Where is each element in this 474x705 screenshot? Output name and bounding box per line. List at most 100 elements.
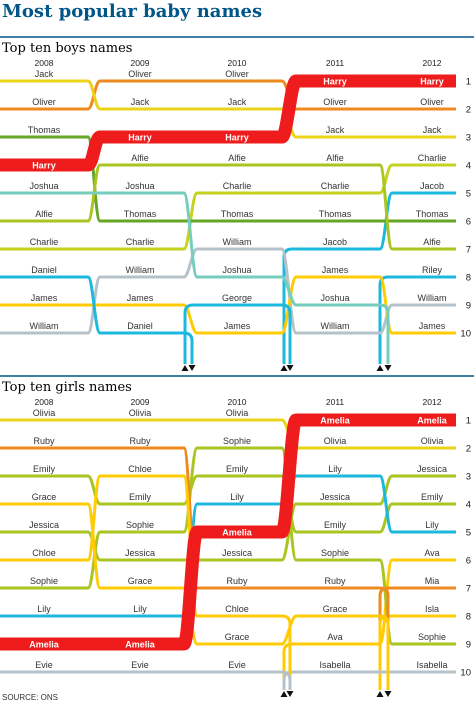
panel-1-label-oliver-2009: Oliver: [128, 69, 152, 79]
panel-2-label-olivia-2009: Olivia: [129, 408, 152, 418]
panel-2-label-emily-2010: Emily: [226, 464, 248, 474]
panel-1-label-jack-2012: Jack: [423, 125, 442, 135]
panel-1-title: Top ten boys names: [2, 41, 132, 56]
panel-1-rank-8: 8: [466, 273, 471, 284]
panel-2-label-olivia-2012: Olivia: [421, 436, 444, 446]
panel-1-label-harry-2012: Harry: [420, 77, 444, 87]
panel-1-label-william-2009: William: [126, 265, 155, 275]
chart-title: Most popular baby names: [2, 1, 263, 22]
panel-2-label-grace-2009: Grace: [128, 576, 153, 586]
panel-1-rank-9: 9: [466, 301, 471, 312]
panel-2-label-jessica-2008: Jessica: [29, 520, 59, 530]
panel-1-year-2010: 2010: [228, 58, 247, 68]
panel-1-label-oliver-2008: Oliver: [32, 97, 56, 107]
panel-1-label-joshua-2008: Joshua: [29, 181, 58, 191]
panel-2-arrow-down: [384, 691, 392, 697]
panel-1-line-alfie: [0, 163, 456, 251]
panel-1-label-joshua-2009: Joshua: [125, 181, 154, 191]
panel-2-label-sophie-2012: Sophie: [418, 632, 446, 642]
panel-2-line-amelia: [0, 413, 456, 651]
panel-2-label-olivia-2008: Olivia: [33, 408, 56, 418]
panel-1-year-2012: 2012: [423, 58, 442, 68]
panel-1-rank-1: 1: [466, 77, 471, 88]
panel-1-label-daniel-2009: Daniel: [127, 321, 153, 331]
panel-1-label-jack-2010: Jack: [228, 97, 247, 107]
panel-1-label-charlie-2012: Charlie: [418, 153, 447, 163]
panel-1-line-oliver: [0, 79, 456, 111]
panel-1-label-riley-2012: Riley: [422, 265, 443, 275]
panel-2-label-ruby-2011: Ruby: [324, 576, 346, 586]
panel-2-label-sophie-2009: Sophie: [126, 520, 154, 530]
panel-2-line-mia: [378, 586, 456, 690]
panel-1-year-2011: 2011: [326, 58, 345, 68]
panel-2-rank-5: 5: [466, 528, 471, 539]
panel-2-year-2012: 2012: [423, 397, 442, 407]
panel-1-label-harry-2011: Harry: [323, 77, 347, 87]
panel-2-label-ruby-2008: Ruby: [33, 436, 55, 446]
panel-1-label-james-2010: James: [224, 321, 251, 331]
panel-1-arrow-down: [286, 365, 294, 371]
panel-2-label-amelia-2011: Amelia: [320, 416, 351, 426]
panel-1-label-james-2008: James: [31, 293, 58, 303]
panel-1-label-james-2011: James: [322, 265, 349, 275]
panel-2-label-lily-2010: Lily: [230, 492, 244, 502]
panel-1-label-alfie-2012: Alfie: [423, 237, 441, 247]
panel-1-label-joshua-2010: Joshua: [222, 265, 251, 275]
panel-1-arrow-up: [376, 365, 384, 371]
panel-2-label-grace-2011: Grace: [323, 604, 348, 614]
panel-1-line-william: [0, 247, 456, 335]
panel-2-year-2010: 2010: [228, 397, 247, 407]
panel-2-line-sophie: [0, 446, 456, 646]
panel-2-label-grace-2008: Grace: [32, 492, 57, 502]
panel-1-label-jacob-2011: Jacob: [323, 237, 347, 247]
panel-1-label-william-2012: William: [418, 293, 447, 303]
panel-2-label-ava-2011: Ava: [327, 632, 342, 642]
panel-2-line-chloe: [0, 474, 292, 690]
panel-1-year-2008: 2008: [35, 58, 54, 68]
panel-1-label-william-2008: William: [30, 321, 59, 331]
panel-2-label-emily-2009: Emily: [129, 492, 151, 502]
panel-1-line-george: [183, 303, 292, 364]
source-note: SOURCE: ONS: [2, 693, 59, 702]
panel-1-label-alfie-2010: Alfie: [228, 153, 246, 163]
panel-2-label-amelia-2012: Amelia: [417, 416, 448, 426]
panel-2-label-isabella-2012: Isabella: [416, 660, 447, 670]
panel-1-label-alfie-2011: Alfie: [326, 153, 344, 163]
panel-2-year-2009: 2009: [131, 397, 150, 407]
panel-1-line-joshua: [0, 191, 390, 364]
panel-2-year-2008: 2008: [35, 397, 54, 407]
panel-1-line-daniel: [0, 275, 194, 364]
panel-1-label-alfie-2009: Alfie: [131, 153, 149, 163]
panel-1-rank-10: 10: [460, 329, 471, 340]
panel-2-title: Top ten girls names: [2, 380, 132, 395]
panel-2-year-2011: 2011: [326, 397, 345, 407]
panel-1-label-jacob-2012: Jacob: [420, 181, 444, 191]
panel-2-label-jessica-2012: Jessica: [417, 464, 447, 474]
panel-1-arrow-up: [280, 365, 288, 371]
panel-1-label-james-2012: James: [419, 321, 446, 331]
panel-2-arrow-up: [280, 691, 288, 697]
panel-1-label-charlie-2009: Charlie: [126, 237, 155, 247]
panel-2-label-ruby-2009: Ruby: [129, 436, 151, 446]
panel-1-label-george-2010: George: [222, 293, 252, 303]
panel-1-line-jack: [0, 79, 456, 139]
panel-1-label-thomas-2010: Thomas: [221, 209, 254, 219]
panel-2-label-evie-2009: Evie: [131, 660, 149, 670]
panel-2-label-emily-2008: Emily: [33, 464, 55, 474]
panel-1-arrow-down: [188, 365, 196, 371]
panel-2-line-isabella: [282, 670, 456, 690]
panel-1-label-harry-2010: Harry: [225, 133, 249, 143]
panel-2-rank-8: 8: [466, 612, 471, 623]
panel-2-label-grace-2010: Grace: [225, 632, 250, 642]
panel-2-label-mia-2012: Mia: [425, 576, 440, 586]
panel-1-label-thomas-2011: Thomas: [319, 209, 352, 219]
panel-1-line-james: [0, 275, 456, 335]
panel-1-label-jack-2011: Jack: [326, 125, 345, 135]
panel-2-arrow-up: [376, 691, 384, 697]
panel-2-rank-4: 4: [466, 500, 471, 511]
panel-1-label-william-2010: William: [223, 237, 252, 247]
panel-2-label-ruby-2010: Ruby: [226, 576, 248, 586]
panel-2-label-isabella-2011: Isabella: [319, 660, 350, 670]
panel-2-rank-7: 7: [466, 584, 471, 595]
